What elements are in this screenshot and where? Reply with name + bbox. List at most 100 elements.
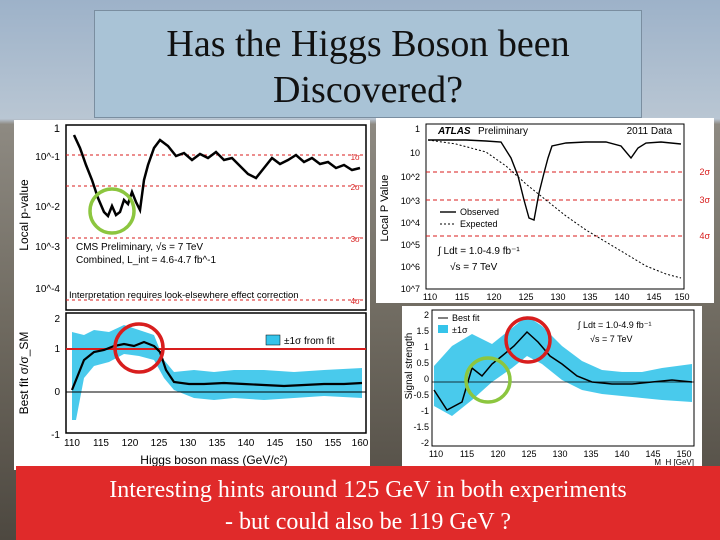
atlas-signal-xtick: 145 <box>645 449 660 459</box>
atlas-ytick: 10^3 <box>401 196 420 206</box>
atlas-signal-xtick: 130 <box>552 449 567 459</box>
atlas-pvalue-ylabel: Local P Value <box>379 175 391 242</box>
atlas-sigma-label: 4σ <box>699 231 710 241</box>
cms-ytick: 2 <box>54 314 60 325</box>
cms-red-circle <box>113 322 165 374</box>
cms-xlabel: Higgs boson mass (GeV/c²) <box>140 453 287 467</box>
atlas-xtick: 115 <box>455 292 469 302</box>
cms-xtick: 150 <box>296 438 313 449</box>
cms-bestfit-curve <box>70 340 363 391</box>
atlas-xtick: 150 <box>674 292 689 302</box>
atlas-xtick: 125 <box>518 292 533 302</box>
cms-plot-panel: Local p-value 1 10^-1 10^-2 10^-3 10^-4 … <box>14 120 370 470</box>
atlas-legend-observed: Observed <box>460 207 499 217</box>
cms-ytick: 1 <box>54 123 60 135</box>
atlas-legend-expected: Expected <box>460 219 498 229</box>
cms-ytick: 10^-4 <box>35 284 60 295</box>
atlas-pvalue-plot: ATLAS Preliminary 2011 Data Local P Valu… <box>379 123 710 302</box>
cms-sigma-label: 1σ <box>351 153 360 162</box>
caption-line-2: - but could also be 119 GeV ? <box>225 509 511 535</box>
cms-xtick: 135 <box>209 438 226 449</box>
cms-xtick: 110 <box>64 438 80 449</box>
cms-ytick: 10^-2 <box>35 202 60 213</box>
atlas-signal-xtick: 150 <box>676 449 691 459</box>
atlas-ytick: 10^2 <box>401 172 420 182</box>
atlas-signal-ytick: 1.5 <box>416 326 429 336</box>
atlas-data-label: 2011 Data <box>627 126 673 137</box>
atlas-brand: ATLAS <box>437 126 471 137</box>
atlas-signal-ytick: -1.5 <box>413 422 429 432</box>
cms-xtick: 140 <box>238 438 255 449</box>
atlas-expected-curve <box>427 139 682 279</box>
title-line-2: Discovered? <box>273 69 463 111</box>
atlas-green-circle <box>464 356 512 404</box>
cms-pvalue-ylabel: Local p-value <box>17 179 31 251</box>
cms-note: Interpretation requires look-elsewhere e… <box>69 290 299 301</box>
atlas-ytick: 10^4 <box>401 218 420 228</box>
atlas-signal-ytick: 0.5 <box>416 358 429 368</box>
cms-xtick: 120 <box>122 438 139 449</box>
caption-banner: Interesting hints around 125 GeV in both… <box>16 466 720 540</box>
cms-sigma-label: 4σ <box>351 297 360 306</box>
atlas-signal-panel: Signal strength 2 1.5 1 0.5 0 -0.5 -1 -1… <box>402 306 702 466</box>
atlas-xtick: 120 <box>486 292 501 302</box>
atlas-ytick: 10^6 <box>401 262 420 272</box>
cms-xtick: 130 <box>180 438 197 449</box>
atlas-signal-ylabel: Signal strength <box>404 333 415 400</box>
atlas-signal-xtick: 120 <box>490 449 505 459</box>
atlas-signal-xtick: 115 <box>460 449 474 459</box>
cms-ytick: -1 <box>51 430 60 441</box>
cms-sigma-label: 3σ <box>351 235 360 244</box>
cms-ytick: 10^-1 <box>35 152 60 163</box>
atlas-ytick: 10 <box>410 148 420 158</box>
atlas-legend-bestfit: Best fit <box>452 313 480 323</box>
atlas-signal-xtick: 140 <box>614 449 629 459</box>
cms-xtick: 125 <box>151 438 168 449</box>
atlas-energy: √s = 7 TeV <box>450 261 498 273</box>
atlas-ytick: 10^5 <box>401 240 420 250</box>
atlas-signal-plot: Signal strength 2 1.5 1 0.5 0 -0.5 -1 -1… <box>404 309 695 466</box>
caption-line-1: Interesting hints around 125 GeV in both… <box>109 477 627 503</box>
atlas-signal-ytick: 0 <box>424 374 429 384</box>
cms-bestfit-ylabel: Best fit σ/σ_SM <box>17 332 31 415</box>
cms-ytick: 10^-3 <box>35 242 60 253</box>
atlas-xtick: 110 <box>423 292 437 302</box>
cms-plot: Local p-value 1 10^-1 10^-2 10^-3 10^-4 … <box>17 123 369 467</box>
atlas-xtick: 135 <box>582 292 597 302</box>
atlas-sigma-label: 2σ <box>699 167 710 177</box>
cms-green-circle <box>88 187 136 235</box>
atlas-sigma-label: 3σ <box>699 195 710 205</box>
cms-xtick: 155 <box>325 438 342 449</box>
atlas-signal-band <box>434 316 692 416</box>
atlas-xtick: 130 <box>550 292 565 302</box>
cms-xtick: 160 <box>352 438 369 449</box>
cms-band-legend: ±1σ from fit <box>284 336 335 347</box>
atlas-signal-ytick: 1 <box>424 342 429 352</box>
cms-xtick: 145 <box>267 438 284 449</box>
atlas-signal-xtick: 135 <box>583 449 598 459</box>
cms-pvalue-curve <box>72 134 361 219</box>
atlas-lumi-2: ∫ Ldt = 1.0-4.9 fb⁻¹ <box>577 320 652 330</box>
atlas-bestfit-curve <box>433 330 693 411</box>
cms-ytick: 0 <box>54 387 60 398</box>
atlas-ytick: 1 <box>415 124 420 134</box>
atlas-pvalue-panel: ATLAS Preliminary 2011 Data Local P Valu… <box>376 118 714 303</box>
cms-ytick: 1 <box>54 344 60 355</box>
cms-legend-line2: Combined, L_int = 4.6-4.7 fb^-1 <box>76 255 216 266</box>
atlas-signal-ytick: -2 <box>421 438 429 448</box>
cms-sigma-label: 2σ <box>351 183 360 192</box>
atlas-signal-ytick: 2 <box>424 310 429 320</box>
cms-xtick: 115 <box>93 438 109 449</box>
cms-legend-line1: CMS Preliminary, √s = 7 TeV <box>76 241 203 253</box>
atlas-lumi: ∫ Ldt = 1.0-4.9 fb⁻¹ <box>437 246 520 257</box>
atlas-legend-band: ±1σ <box>452 325 468 335</box>
atlas-signal-ytick: -0.5 <box>413 390 429 400</box>
atlas-red-circle <box>504 316 552 364</box>
atlas-signal-xtick: 110 <box>429 449 443 459</box>
title-line-1: Has the Higgs Boson been <box>166 23 570 65</box>
atlas-brand-suffix: Preliminary <box>478 126 528 137</box>
atlas-xtick: 145 <box>646 292 661 302</box>
atlas-xtick: 140 <box>614 292 629 302</box>
atlas-energy-2: √s = 7 TeV <box>590 334 633 344</box>
atlas-ytick: 10^7 <box>401 284 420 294</box>
